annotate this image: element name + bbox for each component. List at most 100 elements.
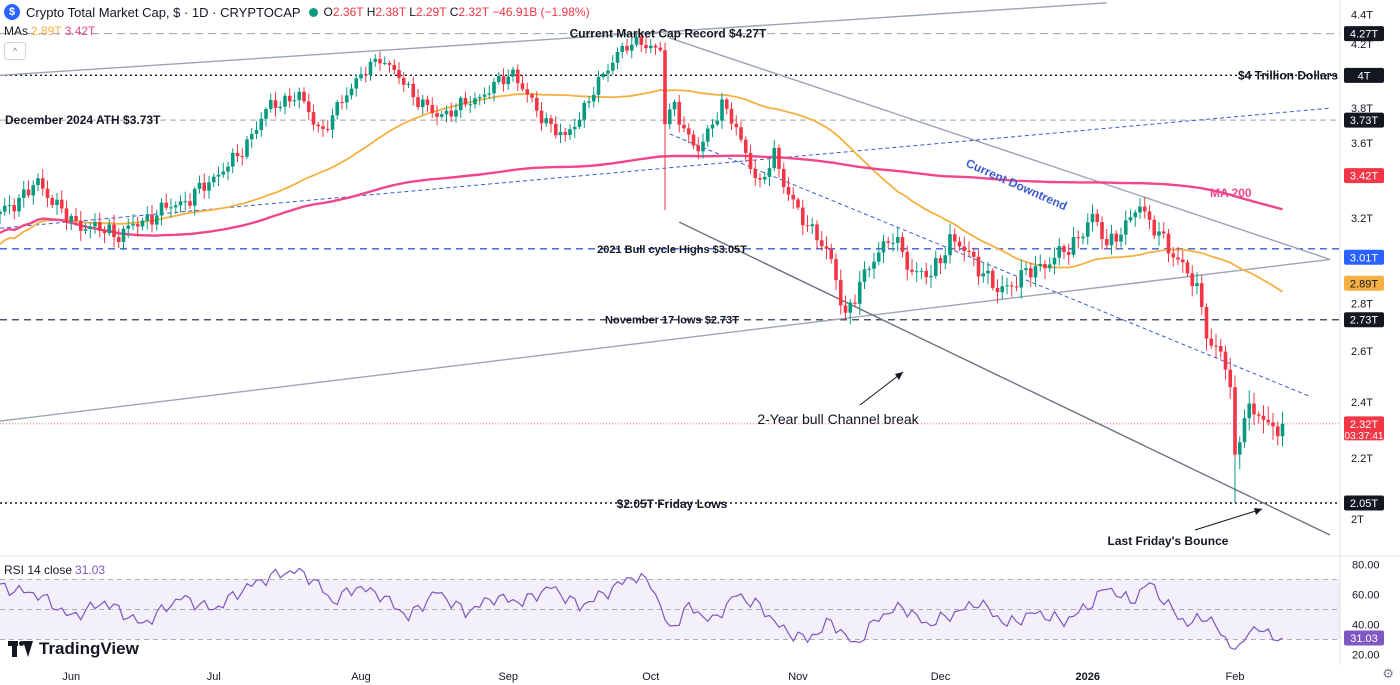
- candle-body: [1104, 239, 1109, 246]
- candle-body: [933, 258, 938, 276]
- time-tick-label: Dec: [931, 671, 951, 683]
- candle-body: [511, 69, 515, 77]
- price-badge-label: 4.27T: [1350, 29, 1378, 41]
- candle-body: [188, 201, 192, 206]
- blue-trend-down-line: [669, 133, 1312, 398]
- candle-body: [691, 134, 696, 146]
- candle-body: [164, 202, 169, 208]
- candle-body: [867, 268, 872, 270]
- tradingview-logo-icon: [8, 641, 34, 657]
- candle-body: [981, 273, 986, 277]
- candle-body: [425, 99, 430, 106]
- candle-body: [596, 76, 601, 95]
- annotation-label: December 2024 ATH $3.73T: [5, 113, 161, 127]
- candle-body: [810, 224, 815, 227]
- bounce-arrowhead: [1254, 508, 1262, 515]
- candle-body: [743, 139, 748, 153]
- candle-body: [948, 234, 952, 256]
- candle-body: [1100, 221, 1104, 240]
- candle-body: [924, 270, 929, 278]
- candle-body: [207, 182, 211, 191]
- candle-body: [995, 287, 1000, 293]
- candle-body: [211, 176, 216, 183]
- candle-body: [715, 120, 720, 125]
- price-tick-label: 3.6T: [1351, 138, 1373, 150]
- candle-body: [1019, 270, 1024, 288]
- candle-body: [31, 185, 36, 196]
- candle-body: [1057, 246, 1062, 258]
- candle-body: [473, 98, 477, 105]
- candle-body: [615, 51, 620, 63]
- candle-body: [919, 270, 924, 272]
- candle-body: [392, 64, 397, 71]
- candle-body: [449, 110, 454, 117]
- candle-body: [112, 224, 116, 238]
- annotation-label: 2021 Bull cycle Highs $3.05T: [597, 244, 747, 256]
- collapse-legend-button[interactable]: ^: [4, 42, 26, 60]
- rsi-legend[interactable]: RSI 14 close 31.03: [4, 563, 106, 577]
- candle-body: [1147, 211, 1152, 220]
- price-badge-label: 2.05T: [1350, 498, 1378, 510]
- settings-gear-icon[interactable]: ⚙: [1382, 666, 1394, 681]
- candle-body: [264, 109, 268, 119]
- candle-body: [12, 205, 17, 212]
- candle-body: [1228, 369, 1233, 388]
- candle-body: [88, 226, 93, 229]
- annotation-label: Last Friday's Bounce: [1108, 534, 1229, 548]
- candle-body: [549, 118, 553, 124]
- candle-body: [145, 214, 150, 221]
- candle-body: [240, 156, 245, 158]
- candle-body: [1005, 285, 1009, 287]
- candle-body: [1114, 233, 1119, 242]
- price-badge: [1344, 249, 1384, 265]
- candle-body: [439, 114, 444, 117]
- time-tick-label: Oct: [642, 671, 659, 683]
- candle-body: [881, 241, 886, 253]
- candle-body: [1247, 403, 1252, 419]
- candle-body: [221, 171, 226, 175]
- candle-body: [1237, 442, 1242, 455]
- candle-body: [1261, 415, 1266, 420]
- candle-body: [1266, 419, 1271, 423]
- candle-body: [202, 182, 207, 191]
- price-badge: [1344, 168, 1384, 184]
- candle-body: [568, 129, 572, 135]
- channel-upper-line: [0, 2, 1107, 77]
- price-tick-label: 2.4T: [1351, 397, 1373, 409]
- price-tick-label: 2.6T: [1351, 346, 1373, 358]
- channel-break-arrowhead: [895, 372, 903, 380]
- candle-body: [748, 152, 753, 170]
- candle-body: [135, 224, 140, 227]
- candle-body: [796, 199, 800, 208]
- ma-legend[interactable]: MAs 2.89T 3.42T: [4, 24, 96, 38]
- candle-body: [1033, 266, 1038, 278]
- candle-body: [791, 194, 796, 200]
- candle-body: [696, 145, 701, 152]
- candle-body: [17, 197, 21, 212]
- candle-body: [900, 237, 905, 252]
- candle-body: [1223, 351, 1228, 370]
- candle-body: [26, 189, 31, 196]
- candle-body: [1256, 414, 1261, 416]
- time-tick-label: Sep: [498, 671, 518, 683]
- candle-body: [848, 302, 853, 313]
- candle-body: [781, 168, 786, 187]
- candle-body: [268, 100, 273, 110]
- candle-body: [121, 228, 126, 243]
- candle-body: [1043, 264, 1047, 269]
- candle-body: [929, 275, 933, 278]
- ma50-value: 2.89T: [31, 24, 62, 38]
- candle-body: [78, 220, 83, 231]
- crypto-logo-icon: $: [4, 4, 20, 20]
- candle-body: [297, 91, 302, 101]
- symbol-title[interactable]: Crypto Total Market Cap, $ · 1D · CRYPTO…: [26, 4, 301, 20]
- candle-body: [259, 118, 264, 130]
- candle-body: [648, 45, 653, 49]
- candle-body: [40, 178, 45, 189]
- candle-body: [21, 189, 26, 198]
- candle-body: [544, 118, 549, 124]
- price-tick-label: 4.4T: [1351, 9, 1373, 21]
- price-badge: [1344, 495, 1384, 511]
- candle-body: [183, 201, 188, 203]
